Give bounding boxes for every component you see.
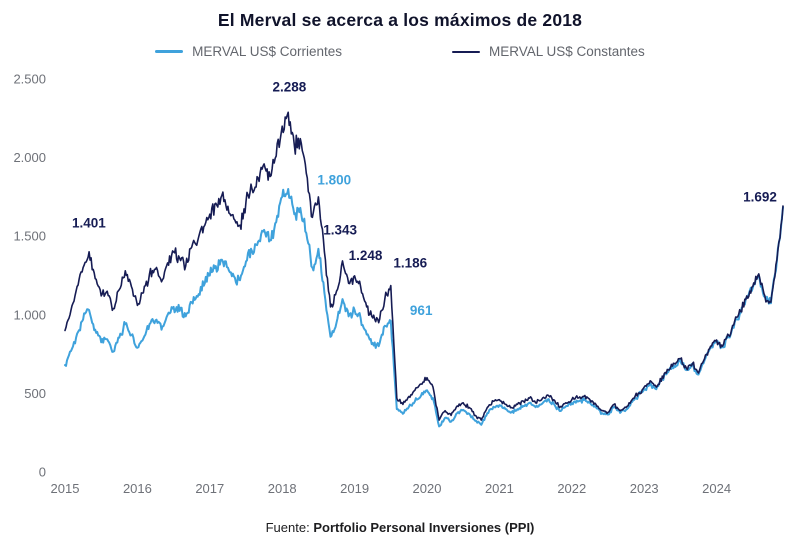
legend-label-corrientes: MERVAL US$ Corrientes <box>192 44 342 59</box>
source-name: Portfolio Personal Inversiones (PPI) <box>313 520 535 535</box>
y-axis-tick-label: 2.500 <box>13 72 46 87</box>
y-axis-tick-label: 500 <box>24 386 46 401</box>
legend-item-corrientes: MERVAL US$ Corrientes <box>155 44 342 59</box>
y-axis-tick-label: 0 <box>39 465 46 480</box>
x-axis-tick-label: 2019 <box>340 481 369 496</box>
data-label-2.288: 2.288 <box>273 80 307 95</box>
series-line-constantes <box>64 111 784 421</box>
constantes-line-swatch <box>451 50 480 53</box>
data-label-1.186: 1.186 <box>393 256 427 271</box>
x-axis-tick-label: 2016 <box>123 481 152 496</box>
chart-title: El Merval se acerca a los máximos de 201… <box>217 10 583 30</box>
data-label-1.343: 1.343 <box>323 223 357 238</box>
corrientes-line-swatch <box>155 50 184 53</box>
legend-item-constantes: MERVAL US$ Constantes <box>451 44 645 59</box>
source-note: Fuente: Portfolio Personal Inversiones (… <box>0 520 800 535</box>
y-axis-tick-label: 2.000 <box>13 150 46 165</box>
series-line-corrientes <box>64 188 784 428</box>
x-axis-tick-label: 2020 <box>413 481 442 496</box>
x-axis-tick-label: 2018 <box>268 481 297 496</box>
chart-area: 0 500 1.000 1.500 2.000 2.500 2015 2016 2017 2018… <box>0 63 800 508</box>
legend-label-constantes: MERVAL US$ Constantes <box>488 44 645 59</box>
data-label-1.800: 1.800 <box>317 172 351 187</box>
data-label-961: 961 <box>410 303 433 318</box>
x-axis-tick-label: 2022 <box>557 481 586 496</box>
source-prefix: Fuente: <box>265 520 310 535</box>
x-axis-tick-label: 2023 <box>630 481 659 496</box>
x-axis-tick-label: 2015 <box>51 481 80 496</box>
x-axis-tick-label: 2017 <box>195 481 224 496</box>
y-axis-tick-label: 1.500 <box>13 229 46 244</box>
x-axis-tick-label: 2024 <box>702 481 731 496</box>
legend: MERVAL US$ Corrientes MERVAL US$ Constan… <box>0 44 800 59</box>
y-axis-tick-label: 1.000 <box>13 307 46 322</box>
data-label-1.248: 1.248 <box>349 248 383 263</box>
x-axis-tick-label: 2021 <box>485 481 514 496</box>
data-label-1.692: 1.692 <box>743 190 777 205</box>
data-label-1.401: 1.401 <box>72 216 106 231</box>
line-chart: 0 500 1.000 1.500 2.000 2.500 2015 2016 2017 2018… <box>13 72 784 496</box>
